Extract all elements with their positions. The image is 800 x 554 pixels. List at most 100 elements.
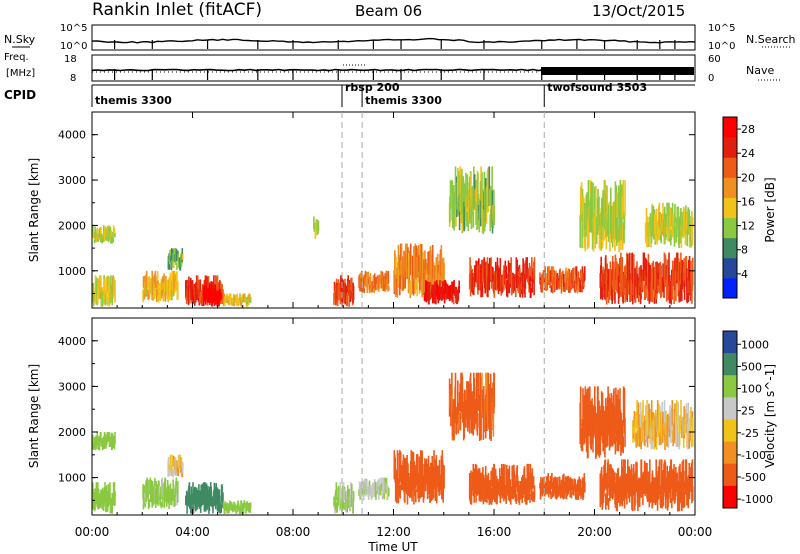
- noise-left-label: N.Sky: [4, 33, 36, 46]
- scatter-cell: [475, 476, 477, 503]
- scatter-cell: [94, 441, 97, 446]
- scatter-cell: [594, 209, 597, 249]
- beam-label: Beam 06: [355, 2, 422, 20]
- scatter-cell: [238, 300, 241, 304]
- scatter-cell: [667, 281, 669, 301]
- scatter-cell: [686, 482, 688, 506]
- scatter-cell: [95, 232, 98, 243]
- scatter-cell: [645, 259, 648, 286]
- scatter-cell: [432, 465, 435, 499]
- scatter-cell: [678, 466, 680, 493]
- scatter-cell: [166, 280, 169, 293]
- scatter-cell: [313, 216, 315, 230]
- scatter-cell: [430, 285, 432, 297]
- scatter-cell: [614, 411, 616, 434]
- scatter-cell: [643, 460, 646, 492]
- velocity-colorbar-tick-label: -1000: [741, 493, 773, 506]
- scatter-cell: [343, 502, 345, 510]
- scatter-cell: [550, 492, 552, 499]
- scatter-cell: [677, 258, 680, 283]
- scatter-cell: [381, 271, 384, 284]
- scatter-cell: [556, 477, 559, 496]
- scatter-cell: [206, 288, 208, 299]
- scatter-cell: [661, 496, 664, 507]
- scatter-cell: [234, 507, 237, 512]
- scatter-cell: [598, 196, 600, 231]
- scatter-cell: [691, 459, 694, 489]
- scatter-cell: [167, 261, 170, 270]
- scatter-cell: [677, 486, 680, 509]
- scatter-cell: [385, 270, 388, 283]
- scatter-cell: [639, 266, 641, 293]
- scatter-cell: [691, 210, 693, 242]
- scatter-cell: [170, 494, 172, 506]
- scatter-cell: [399, 450, 401, 482]
- scatter-cell: [610, 278, 612, 296]
- scatter-cell: [689, 431, 691, 442]
- scatter-cell: [450, 284, 452, 296]
- scatter-cell: [172, 253, 174, 267]
- scatter-cell: [171, 496, 173, 506]
- station-title: Rankin Inlet (fitACF): [92, 0, 262, 20]
- scatter-cell: [492, 394, 495, 437]
- scatter-cell: [665, 478, 668, 500]
- scatter-cell: [641, 269, 643, 282]
- scatter-cell: [108, 235, 110, 241]
- scatter-cell: [161, 495, 164, 507]
- scatter-cell: [452, 292, 454, 301]
- scatter-cell: [472, 418, 475, 436]
- scatter-cell: [645, 230, 647, 244]
- scatter-cell: [584, 203, 586, 238]
- scatter-cell: [509, 263, 511, 279]
- scatter-cell: [465, 172, 467, 205]
- scatter-cell: [505, 266, 507, 279]
- scatter-cell: [473, 286, 475, 296]
- scatter-cell: [675, 278, 677, 302]
- power-colorbar-tick-label: 12: [741, 220, 755, 233]
- scatter-cell: [223, 293, 226, 301]
- scatter-cell: [642, 400, 644, 426]
- scatter-cell: [506, 286, 509, 298]
- scatter-cell: [144, 493, 146, 502]
- scatter-cell: [487, 472, 490, 499]
- scatter-cell: [217, 489, 220, 507]
- scatter-cell: [340, 275, 342, 292]
- scatter-cell: [411, 469, 413, 502]
- scatter-cell: [611, 402, 613, 446]
- scatter-cell: [688, 255, 691, 282]
- scatter-cell: [581, 278, 583, 293]
- scatter-cell: [107, 275, 109, 293]
- scatter-cell: [171, 270, 174, 292]
- cpid-label: CPID: [4, 88, 36, 102]
- scatter-cell: [372, 275, 375, 286]
- scatter-cell: [646, 462, 648, 499]
- scatter-cell: [442, 269, 444, 291]
- scatter-cell: [457, 403, 460, 425]
- scatter-cell: [667, 432, 670, 448]
- scatter-cell: [621, 419, 624, 450]
- noise-left-tick-bottom: 10^0: [60, 41, 87, 52]
- scatter-cell: [520, 484, 522, 494]
- scatter-cell: [648, 290, 651, 304]
- scatter-cell: [383, 477, 385, 491]
- scatter-cell: [249, 505, 251, 513]
- x-tick-label: 12:00: [376, 525, 411, 539]
- scatter-cell: [210, 486, 212, 502]
- scatter-cell: [564, 286, 566, 292]
- scatter-cell: [427, 252, 429, 279]
- scatter-cell: [688, 227, 691, 248]
- scatter-cell: [171, 466, 173, 476]
- scatter-cell: [663, 252, 666, 281]
- velocity-colorbar-tick-label: -500: [741, 471, 766, 484]
- scatter-cell: [547, 473, 549, 488]
- cpid-segment-label: twofsound 3503: [547, 81, 647, 94]
- scatter-cell: [477, 173, 479, 211]
- scatter-cell: [565, 267, 567, 287]
- velocity-colorbar-swatch: [723, 375, 737, 398]
- scatter-cell: [419, 463, 422, 499]
- scatter-cell: [450, 292, 453, 301]
- scatter-cell: [388, 285, 390, 291]
- scatter-cell: [207, 276, 210, 294]
- scatter-cell: [425, 295, 428, 303]
- scatter-cell: [185, 287, 188, 304]
